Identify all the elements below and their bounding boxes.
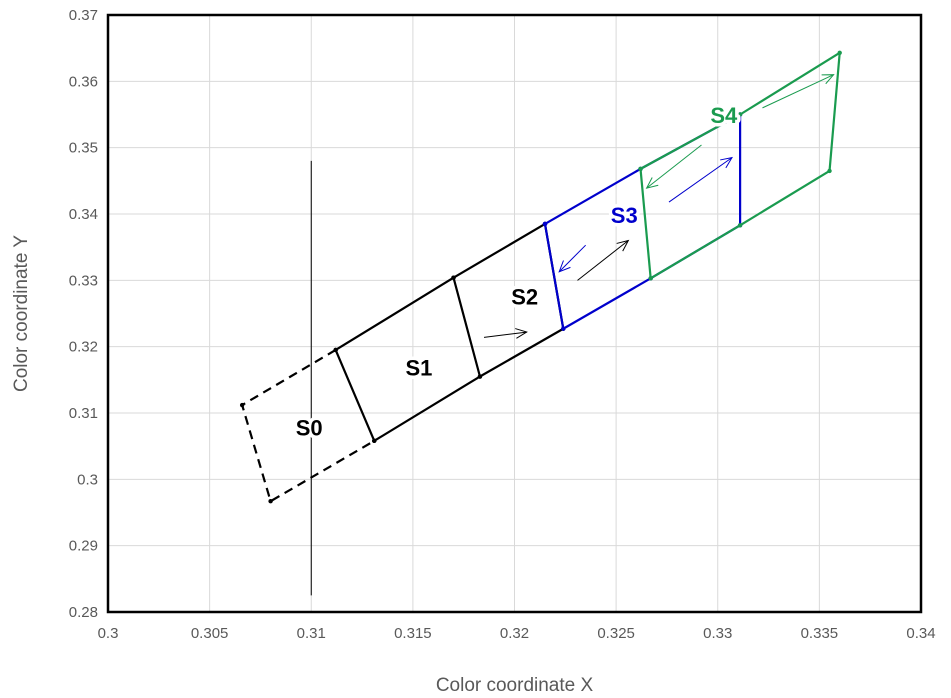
x-tick-label: 0.34 (906, 625, 935, 642)
region-label-s3: S3 (611, 203, 638, 228)
arrows-group (483, 74, 835, 339)
series-s1-vertex (333, 347, 338, 353)
region-label-s1: S1 (406, 356, 433, 381)
arrow-head (645, 177, 659, 189)
x-tick-label: 0.325 (597, 625, 635, 642)
region-label-s2: S2 (511, 285, 538, 310)
x-tick-label: 0.32 (500, 625, 529, 642)
y-tick-label: 0.31 (69, 405, 98, 422)
series-group (239, 50, 842, 504)
series-s4-vertex (737, 112, 743, 117)
series-s4-vertex (648, 276, 653, 281)
x-tick-label: 0.315 (394, 625, 432, 642)
y-axis-title: Color coordinate Y (11, 235, 32, 392)
y-tick-label: 0.36 (69, 73, 98, 90)
series-s4-vertex (827, 168, 832, 174)
y-tick-label: 0.37 (69, 7, 98, 24)
x-tick-label: 0.33 (703, 625, 732, 642)
arrow-line (668, 157, 733, 203)
arrow-line (762, 74, 834, 109)
y-tick-label: 0.35 (69, 140, 98, 157)
series-s3-vertex (542, 221, 548, 227)
series-s0-vertex (268, 499, 273, 504)
x-tick-label: 0.31 (297, 625, 326, 642)
region-label-s4: S4 (710, 103, 738, 128)
series-s0-vertex (239, 402, 245, 408)
arrow-head (616, 239, 630, 252)
arrow-line (558, 244, 586, 273)
arrow-line (577, 240, 629, 281)
arrow-head (821, 74, 835, 85)
gridlines (107, 14, 922, 613)
tick-labels-group: 0.3 0.305 0.31 0.315 0.32 0.325 0.33 0.335 0.34 0… (69, 7, 936, 642)
y-tick-label: 0.32 (69, 339, 98, 356)
series-s4-vertex (737, 223, 743, 228)
arrow-head (558, 260, 571, 273)
arrow-line (646, 144, 702, 189)
x-axis-title: Color coordinate X (436, 675, 594, 696)
x-tick-label: 0.335 (801, 625, 839, 642)
y-tick-label: 0.33 (69, 272, 98, 289)
x-tick-label: 0.3 (98, 625, 119, 642)
arrow-line (483, 331, 527, 338)
y-tick-label: 0.34 (69, 206, 98, 223)
region-labels-group: S0 S1 S2 S3 S4 (292, 99, 741, 443)
y-tick-label: 0.29 (69, 538, 98, 555)
series-s1-vertex (372, 438, 377, 444)
series-s2-vertex (451, 275, 456, 280)
series-s4-vertex (837, 50, 842, 56)
x-tick-label: 0.305 (191, 625, 229, 642)
y-tick-label: 0.28 (69, 604, 98, 621)
region-label-s0: S0 (296, 415, 323, 440)
arrow-head (515, 328, 528, 339)
plot-area-border (106, 13, 923, 614)
arrow-head (720, 156, 733, 169)
series-s3-vertex (561, 326, 566, 331)
series-s0-outline (241, 349, 375, 503)
series-s2-vertex (477, 374, 483, 379)
y-tick-label: 0.3 (77, 471, 98, 488)
series-s4-vertex (638, 166, 643, 172)
